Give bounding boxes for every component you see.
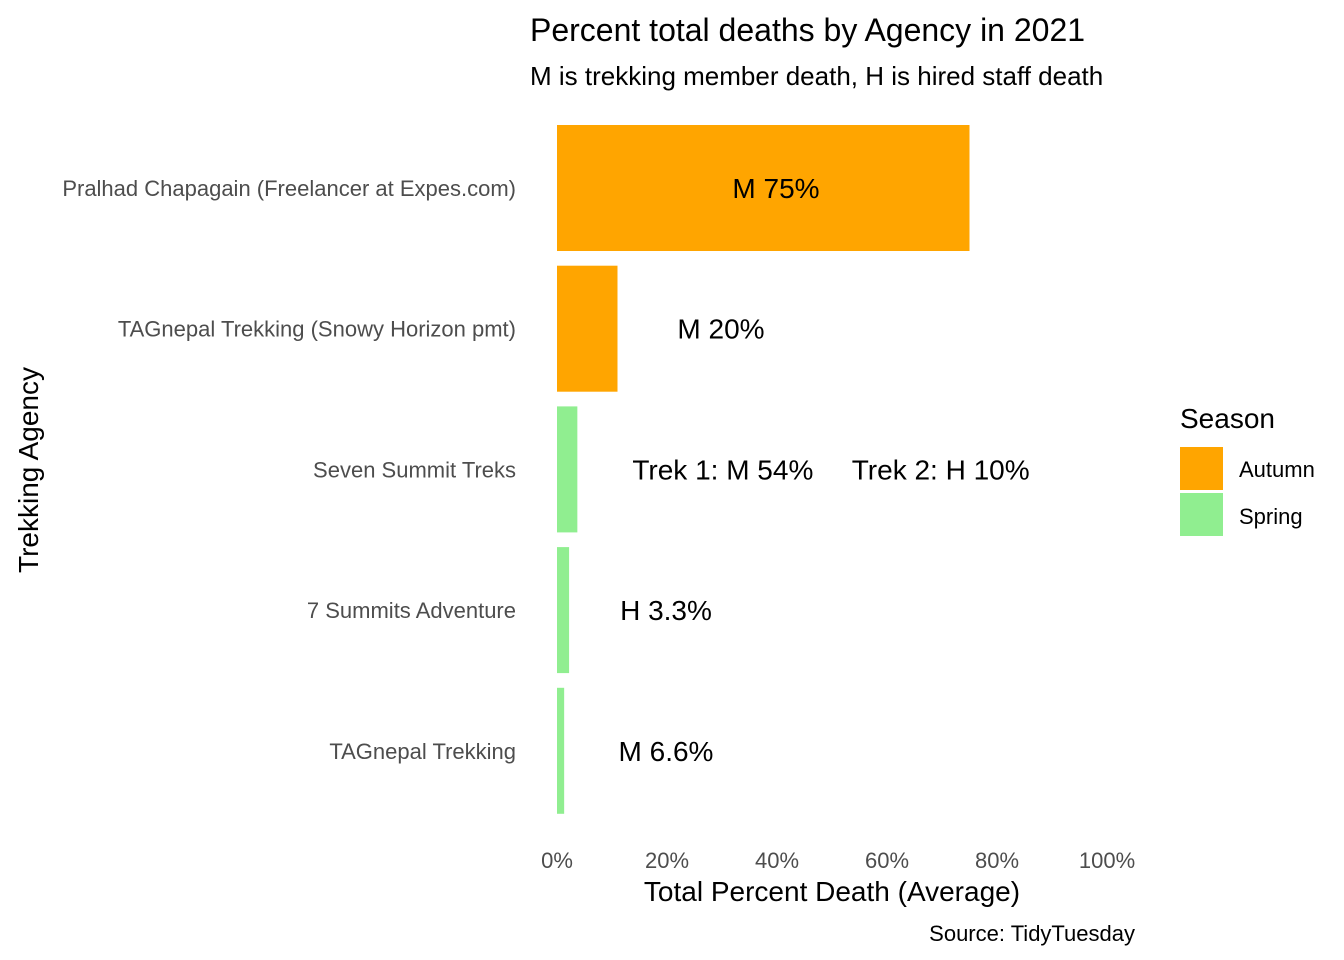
legend-swatch-autumn xyxy=(1180,447,1223,490)
x-tick-label-0: 0% xyxy=(541,848,573,873)
bar-value-label-1: M 20% xyxy=(677,314,764,345)
bar-0 xyxy=(557,125,970,251)
legend-label-autumn: Autumn xyxy=(1239,457,1315,482)
bar-4 xyxy=(557,687,565,814)
y-axis-title: Trekking Agency xyxy=(13,367,44,573)
bar-2 xyxy=(557,406,578,533)
bar-1 xyxy=(557,265,618,392)
bar-3 xyxy=(557,547,570,674)
x-tick-label-3: 60% xyxy=(865,848,909,873)
category-label-1: TAGnepal Trekking (Snowy Horizon pmt) xyxy=(118,317,516,342)
x-tick-label-5: 100% xyxy=(1079,848,1135,873)
chart-subtitle: M is trekking member death, H is hired s… xyxy=(530,61,1103,91)
bar-labels-group: M 75% M 20% Trek 1: M 54% Trek 2: H 10% H 3… xyxy=(619,173,1030,767)
chart-title: Percent total deaths by Agency in 2021 xyxy=(530,12,1085,48)
legend-swatch-spring xyxy=(1180,493,1223,536)
x-tick-label-4: 80% xyxy=(975,848,1019,873)
x-axis-title: Total Percent Death (Average) xyxy=(644,876,1020,907)
category-labels-group: Pralhad Chapagain (Freelancer at Expes.c… xyxy=(62,176,516,764)
category-label-4: TAGnepal Trekking xyxy=(329,739,516,764)
x-tick-label-1: 20% xyxy=(645,848,689,873)
bar-value-label-0: M 75% xyxy=(732,173,819,204)
x-tick-labels-group: 0% 20% 40% 60% 80% 100% xyxy=(541,848,1135,873)
chart-caption: Source: TidyTuesday xyxy=(929,921,1135,946)
legend-title: Season xyxy=(1180,403,1275,434)
bar-value-label-2: Trek 1: M 54% Trek 2: H 10% xyxy=(632,454,1029,485)
bars-group xyxy=(557,125,970,814)
bar-value-label-4: M 6.6% xyxy=(619,736,714,767)
legend-label-spring: Spring xyxy=(1239,504,1303,529)
category-label-2: Seven Summit Treks xyxy=(313,457,516,482)
category-label-3: 7 Summits Adventure xyxy=(307,598,516,623)
x-tick-label-2: 40% xyxy=(755,848,799,873)
bar-value-label-3: H 3.3% xyxy=(620,595,712,626)
category-label-0: Pralhad Chapagain (Freelancer at Expes.c… xyxy=(62,176,516,201)
legend: Season Autumn Spring xyxy=(1180,403,1315,536)
